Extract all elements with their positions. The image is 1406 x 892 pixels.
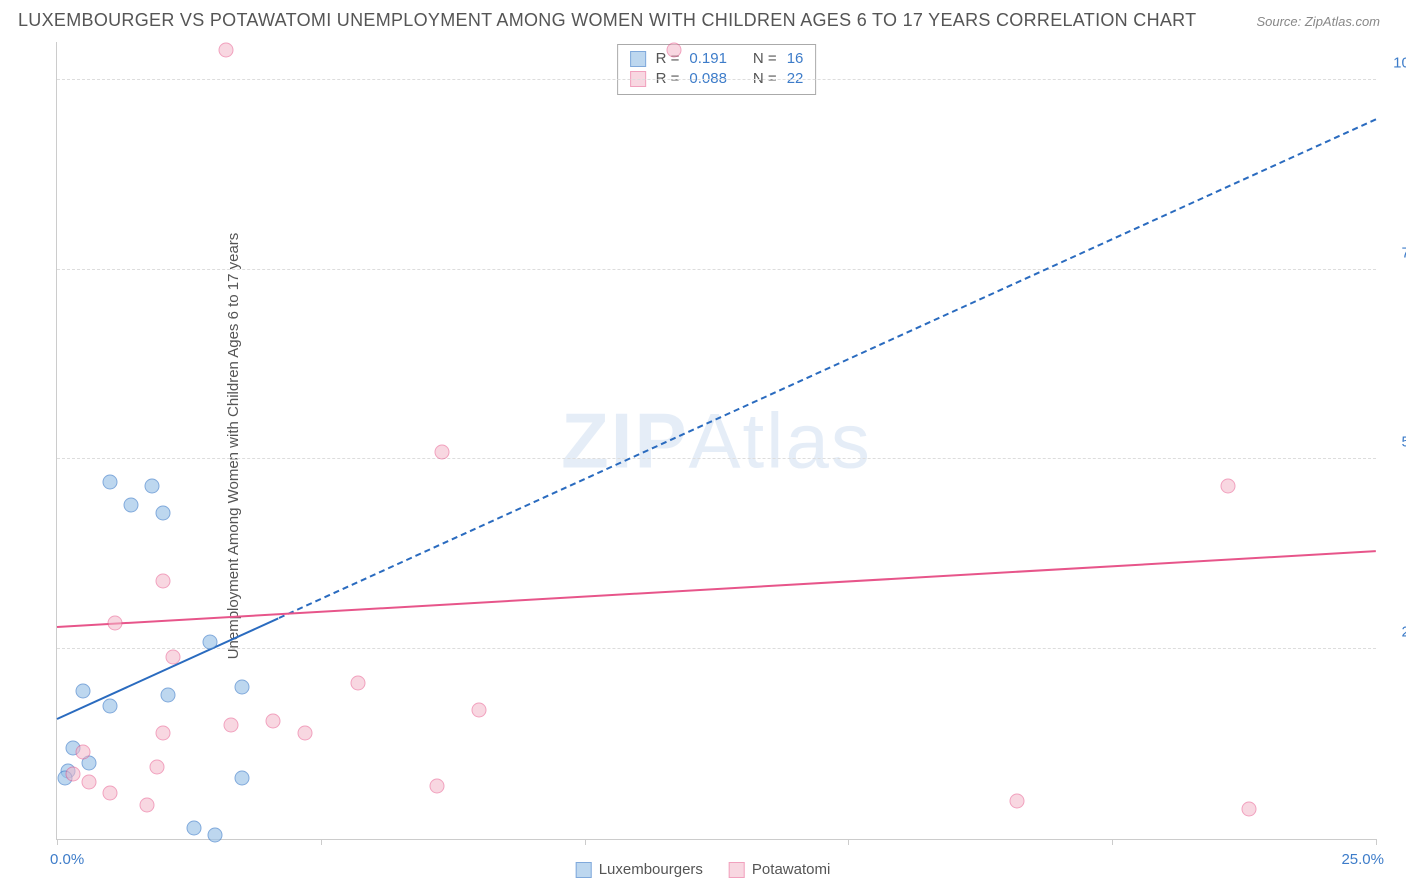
y-tick-label: 50.0% [1384,434,1406,451]
legend-label: Potawatomi [752,861,830,878]
data-point [144,479,159,494]
data-point [155,505,170,520]
x-tick-mark [57,839,58,845]
chart-title: LUXEMBOURGER VS POTAWATOMI UNEMPLOYMENT … [18,10,1196,31]
trend-line [57,617,279,720]
data-point [429,778,444,793]
data-point [160,687,175,702]
data-point [224,718,239,733]
scatter-plot: ZIPAtlas R =0.191N =16R =0.088N =22 25.0… [56,42,1376,840]
data-point [1221,479,1236,494]
data-point [350,676,365,691]
trend-line [57,551,1376,629]
legend-swatch [729,862,745,878]
legend-item: Luxembourgers [576,861,703,878]
data-point [76,744,91,759]
data-point [155,725,170,740]
data-point [166,649,181,664]
watermark-rest: Atlas [688,396,871,484]
gridline-h [57,458,1376,459]
data-point [81,775,96,790]
n-value: 16 [787,49,804,69]
data-point [102,699,117,714]
n-label: N = [753,49,777,69]
data-point [266,714,281,729]
data-point [208,828,223,843]
data-point [203,634,218,649]
x-tick-mark [321,839,322,845]
y-tick-label: 75.0% [1384,244,1406,261]
trend-line-dashed [278,118,1376,619]
x-tick-mark [1112,839,1113,845]
data-point [297,725,312,740]
data-point [139,797,154,812]
x-tick-mark [1376,839,1377,845]
data-point [150,759,165,774]
legend-row: R =0.191N =16 [630,49,804,69]
x-tick-mark [848,839,849,845]
data-point [155,573,170,588]
correlation-legend: R =0.191N =16R =0.088N =22 [617,44,817,95]
gridline-h [57,269,1376,270]
x-tick-mark [585,839,586,845]
gridline-h [57,79,1376,80]
legend-swatch [576,862,592,878]
data-point [65,767,80,782]
watermark: ZIPAtlas [561,395,872,486]
data-point [667,42,682,57]
r-value: 0.191 [689,49,727,69]
data-point [435,444,450,459]
data-point [102,786,117,801]
legend-swatch [630,51,646,67]
data-point [1010,794,1025,809]
source-credit: Source: ZipAtlas.com [1256,14,1380,29]
data-point [234,680,249,695]
data-point [187,820,202,835]
series-legend: Luxembourgers Potawatomi [576,861,831,878]
data-point [472,702,487,717]
data-point [108,615,123,630]
data-point [76,684,91,699]
y-tick-label: 100.0% [1384,54,1406,71]
legend-label: Luxembourgers [599,861,703,878]
gridline-h [57,648,1376,649]
legend-item: Potawatomi [729,861,830,878]
x-axis-min-label: 0.0% [50,851,84,868]
x-axis-max-label: 25.0% [1341,851,1384,868]
data-point [102,475,117,490]
y-tick-label: 25.0% [1384,624,1406,641]
data-point [218,42,233,57]
data-point [234,771,249,786]
data-point [1242,801,1257,816]
data-point [123,498,138,513]
